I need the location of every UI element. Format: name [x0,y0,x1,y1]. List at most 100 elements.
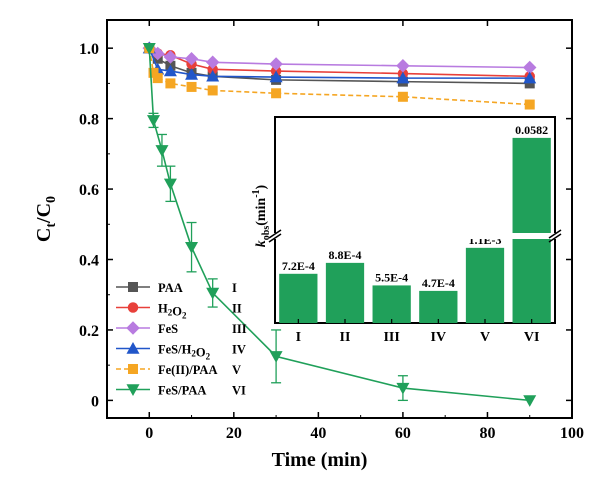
series-line-2 [148,47,530,69]
inset-ylabel-sub: obs [261,226,272,241]
legend-marker [127,302,139,313]
axis-break-mark-left-b [268,233,282,243]
data-point [147,115,160,127]
data-point [206,287,220,300]
axis-break-mark-right-b [548,233,562,243]
data-point [184,51,199,66]
inset-ylabel-unit: (min [254,198,269,226]
x-tick-label: 0 [145,425,153,442]
inset-bar-II [325,262,365,323]
data-point [165,78,176,89]
data-point [524,99,535,110]
inset-bar-IV [419,290,458,323]
plot-frame [106,19,573,419]
y-tick-label: 0.8 [79,112,99,129]
x-tick-label: 20 [226,425,242,442]
legend-marker [126,342,140,354]
x-axis-title: Time (min) [272,449,368,471]
legend-item-0: PAA I [116,281,237,295]
data-point [206,69,220,82]
inset-category-label: VI [524,330,540,345]
data-point [396,71,410,84]
legend-text-part: O [172,305,182,319]
legend-roman: IV [232,343,246,357]
x-tick-label: 40 [310,425,326,442]
data-point [269,57,283,71]
legend-sub: 2 [168,308,173,318]
legend-item-1: H2O2 II [116,302,242,321]
inset-ylabel-sup: -1 [251,189,262,197]
y-tick-label: 0.4 [79,253,99,270]
data-point [269,351,283,363]
legend-label: H2O2 [158,302,187,321]
data-point [523,395,537,407]
data-point [522,60,537,75]
data-point [396,382,410,395]
inset-value-label: 8.8E-4 [329,248,362,262]
inset-value-label: 5.5E-4 [375,270,408,284]
legend-label: PAA [158,281,183,295]
legend-text-part: O [196,346,206,360]
inset-value-label: 4.7E-4 [422,276,455,290]
inset-bar-III [372,285,411,323]
y-axis-title-sub2: 0 [44,196,59,203]
data-point [205,55,220,70]
data-point [163,178,177,191]
legend-item-5: FeS/PAA VI [116,384,246,398]
inset-category-label: IV [431,330,447,345]
legend-sub: 2 [191,349,196,359]
legend-text-part: FeS/H [158,343,192,357]
inset-category-label: V [480,330,490,345]
data-point [523,71,537,84]
inset-frame [274,116,556,324]
legend-text-part: FeS/PAA [158,384,206,398]
legend-item-3: FeS/H2O2 IV [116,342,246,362]
legend-text-part: FeS [158,322,178,336]
legend-sub: 2 [182,311,187,321]
axis-break-gap [271,233,559,239]
series-4 [144,43,535,110]
inset-value-label: 0.0582 [515,123,548,137]
data-point [148,67,159,78]
legend-roman: I [232,281,237,295]
x-tick-label: 60 [395,425,411,442]
data-point [186,81,197,92]
legend-roman: VI [232,384,246,398]
legend-label: FeS/PAA [158,384,206,398]
inset-bar-VI [512,137,551,323]
y-axis-title: Ct/C0 [33,196,59,242]
data-point [185,68,199,80]
inset-y-axis-title: kobs(min-1) [251,184,272,247]
y-axis-title-mid: /C [33,203,55,224]
data-point [163,50,178,64]
data-point [396,59,410,73]
inset-ylabel-close: ) [254,184,269,189]
inset-category-label: II [340,330,351,345]
x-tick-label: 80 [479,425,495,442]
legend-roman: V [232,363,241,377]
legend-label: Fe(II)/PAA [158,363,217,377]
data-point [397,91,408,102]
inset-ylabel-k: k [254,240,269,247]
series-0 [144,43,535,89]
inset-bar-I [279,273,318,323]
legend-marker [126,384,140,396]
inset-plot: 7.2E-4I8.8E-4II5.5E-4III4.7E-4IV1.1E-3V0… [251,116,562,345]
data-point [155,145,169,157]
y-tick-label: 0.6 [79,182,99,199]
series-5 [142,42,537,407]
y-axis-title-main: C [33,228,55,242]
legend-text-part: PAA [158,281,183,295]
legend-marker [128,282,138,292]
data-point [207,64,218,75]
data-point [269,70,283,83]
legend-marker [126,321,140,335]
legend-text-part: H [158,302,168,316]
legend-item-2: FeS III [116,321,247,336]
legend-item-4: Fe(II)/PAA V [116,363,241,377]
data-point [524,78,535,89]
data-point [142,42,156,55]
